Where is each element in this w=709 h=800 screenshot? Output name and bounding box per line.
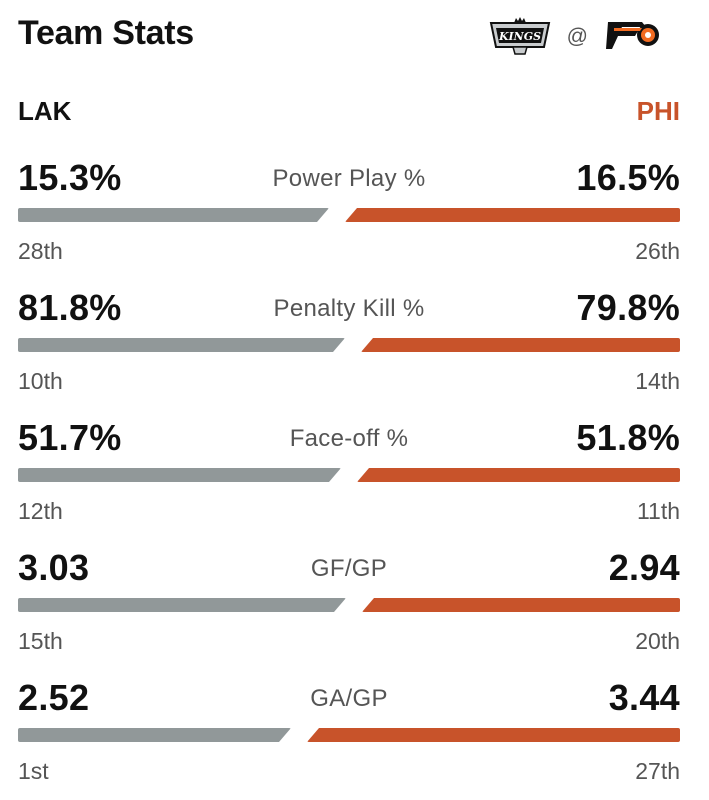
away-stat-bar xyxy=(18,338,345,352)
stat-label: GA/GP xyxy=(310,685,388,712)
stat-row: 3.03 GF/GP 2.94 15th 20th xyxy=(18,546,680,666)
stat-label: GF/GP xyxy=(310,555,388,582)
home-stat-rank: 14th xyxy=(635,368,680,394)
home-stat-bar xyxy=(345,208,680,222)
team-stats-header: Team Stats KINGS @ xyxy=(18,12,682,58)
stat-label: Penalty Kill % xyxy=(273,295,425,322)
la-kings-logo-icon: KINGS xyxy=(489,17,550,55)
away-stat-bar xyxy=(18,728,291,742)
philadelphia-flyers-logo-icon xyxy=(606,22,659,49)
team-names-row: LAK PHI xyxy=(18,96,680,128)
away-team-abbr: LAK xyxy=(18,96,72,126)
home-stat-value: 16.5% xyxy=(576,157,680,198)
away-stat-value: 3.03 xyxy=(18,547,90,588)
home-stat-bar xyxy=(362,598,680,612)
home-team-abbr: PHI xyxy=(636,96,680,126)
home-stat-value: 2.94 xyxy=(608,547,680,588)
home-stat-rank: 20th xyxy=(635,628,680,654)
home-stat-value: 3.44 xyxy=(608,677,680,718)
home-stat-bar xyxy=(307,728,680,742)
away-stat-bar xyxy=(18,468,341,482)
away-stat-value: 15.3% xyxy=(18,157,122,198)
svg-text:KINGS: KINGS xyxy=(498,30,541,43)
away-stat-value: 81.8% xyxy=(18,287,122,328)
at-separator: @ xyxy=(566,25,588,48)
away-stat-rank: 28th xyxy=(18,238,63,264)
home-stat-value: 79.8% xyxy=(576,287,680,328)
away-stat-bar xyxy=(18,598,346,612)
home-stat-value: 51.8% xyxy=(576,417,680,458)
stat-row: 81.8% Penalty Kill % 79.8% 10th 14th xyxy=(18,286,680,406)
home-stat-rank: 11th xyxy=(636,498,680,524)
matchup-logos: KINGS @ xyxy=(487,14,668,56)
home-stat-bar xyxy=(361,338,680,352)
away-stat-rank: 12th xyxy=(18,498,63,524)
stat-label: Power Play % xyxy=(272,165,426,192)
stat-row: 2.52 GA/GP 3.44 1st 27th xyxy=(18,676,680,796)
home-stat-bar xyxy=(357,468,680,482)
page-title: Team Stats xyxy=(18,14,194,52)
away-stat-bar xyxy=(18,208,329,222)
away-stat-value: 2.52 xyxy=(18,677,90,718)
away-stat-rank: 10th xyxy=(18,368,63,394)
stat-row: 15.3% Power Play % 16.5% 28th 26th xyxy=(18,156,680,276)
away-stat-value: 51.7% xyxy=(18,417,122,458)
away-stat-rank: 1st xyxy=(18,758,49,784)
stat-row: 51.7% Face-off % 51.8% 12th 11th xyxy=(18,416,680,536)
home-stat-rank: 27th xyxy=(635,758,680,784)
home-stat-rank: 26th xyxy=(635,238,680,264)
stat-label: Face-off % xyxy=(289,425,409,452)
away-stat-rank: 15th xyxy=(18,628,63,654)
